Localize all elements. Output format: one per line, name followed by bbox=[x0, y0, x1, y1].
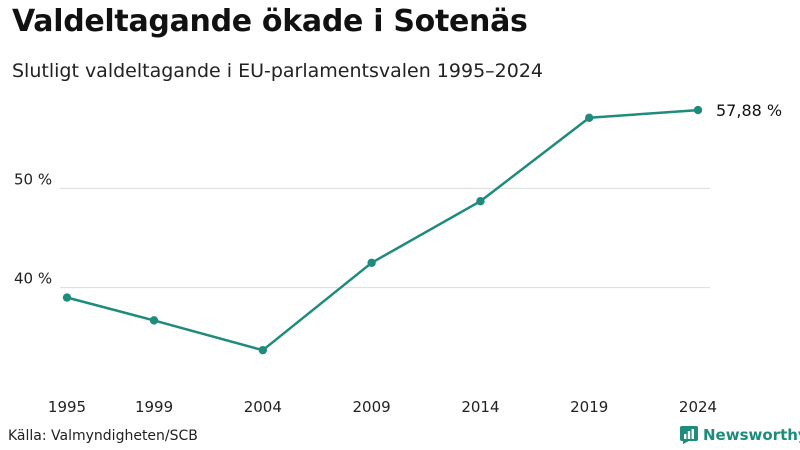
x-tick-label: 2024 bbox=[679, 398, 717, 416]
data-labels: 57,88 % bbox=[716, 101, 782, 120]
data-point-1995[interactable] bbox=[62, 293, 72, 302]
y-tick-label: 50 % bbox=[14, 170, 52, 188]
brand-name: Newsworthy bbox=[703, 426, 800, 444]
x-tick-label: 1999 bbox=[135, 398, 173, 416]
data-point-2019[interactable] bbox=[585, 113, 594, 123]
newsworthy-logo-icon bbox=[680, 426, 698, 444]
data-point-1999[interactable] bbox=[149, 316, 159, 325]
chart-title: Valdeltagande ökade i Sotenäs bbox=[12, 4, 528, 39]
series-layer bbox=[65, 108, 700, 352]
data-point-2024[interactable] bbox=[693, 105, 703, 115]
end-value-label: 57,88 % bbox=[716, 101, 782, 120]
x-tick-label: 1995 bbox=[48, 398, 86, 416]
source-note: Källa: Valmyndigheten/SCB bbox=[8, 428, 198, 444]
x-tick-label: 2014 bbox=[461, 398, 499, 416]
series-line bbox=[65, 108, 700, 352]
data-point-2004[interactable] bbox=[258, 345, 268, 355]
data-points bbox=[62, 105, 703, 355]
x-tick-label: 2004 bbox=[244, 398, 282, 416]
data-point-2009[interactable] bbox=[367, 258, 376, 267]
gridlines bbox=[60, 187, 710, 289]
x-tick-label: 2019 bbox=[570, 398, 608, 416]
x-tick-label: 2009 bbox=[353, 398, 391, 416]
y-tick-label: 40 % bbox=[14, 270, 52, 288]
chart-subtitle: Slutligt valdeltagande i EU-parlamentsva… bbox=[12, 60, 544, 82]
y-axis-ticks: 40 % 50 % bbox=[14, 170, 52, 287]
x-axis-ticks: 1995 1999 2004 2009 2014 2019 2024 bbox=[48, 398, 717, 416]
data-point-2014[interactable] bbox=[476, 197, 485, 206]
brand-logo[interactable]: Newsworthy bbox=[680, 426, 800, 444]
